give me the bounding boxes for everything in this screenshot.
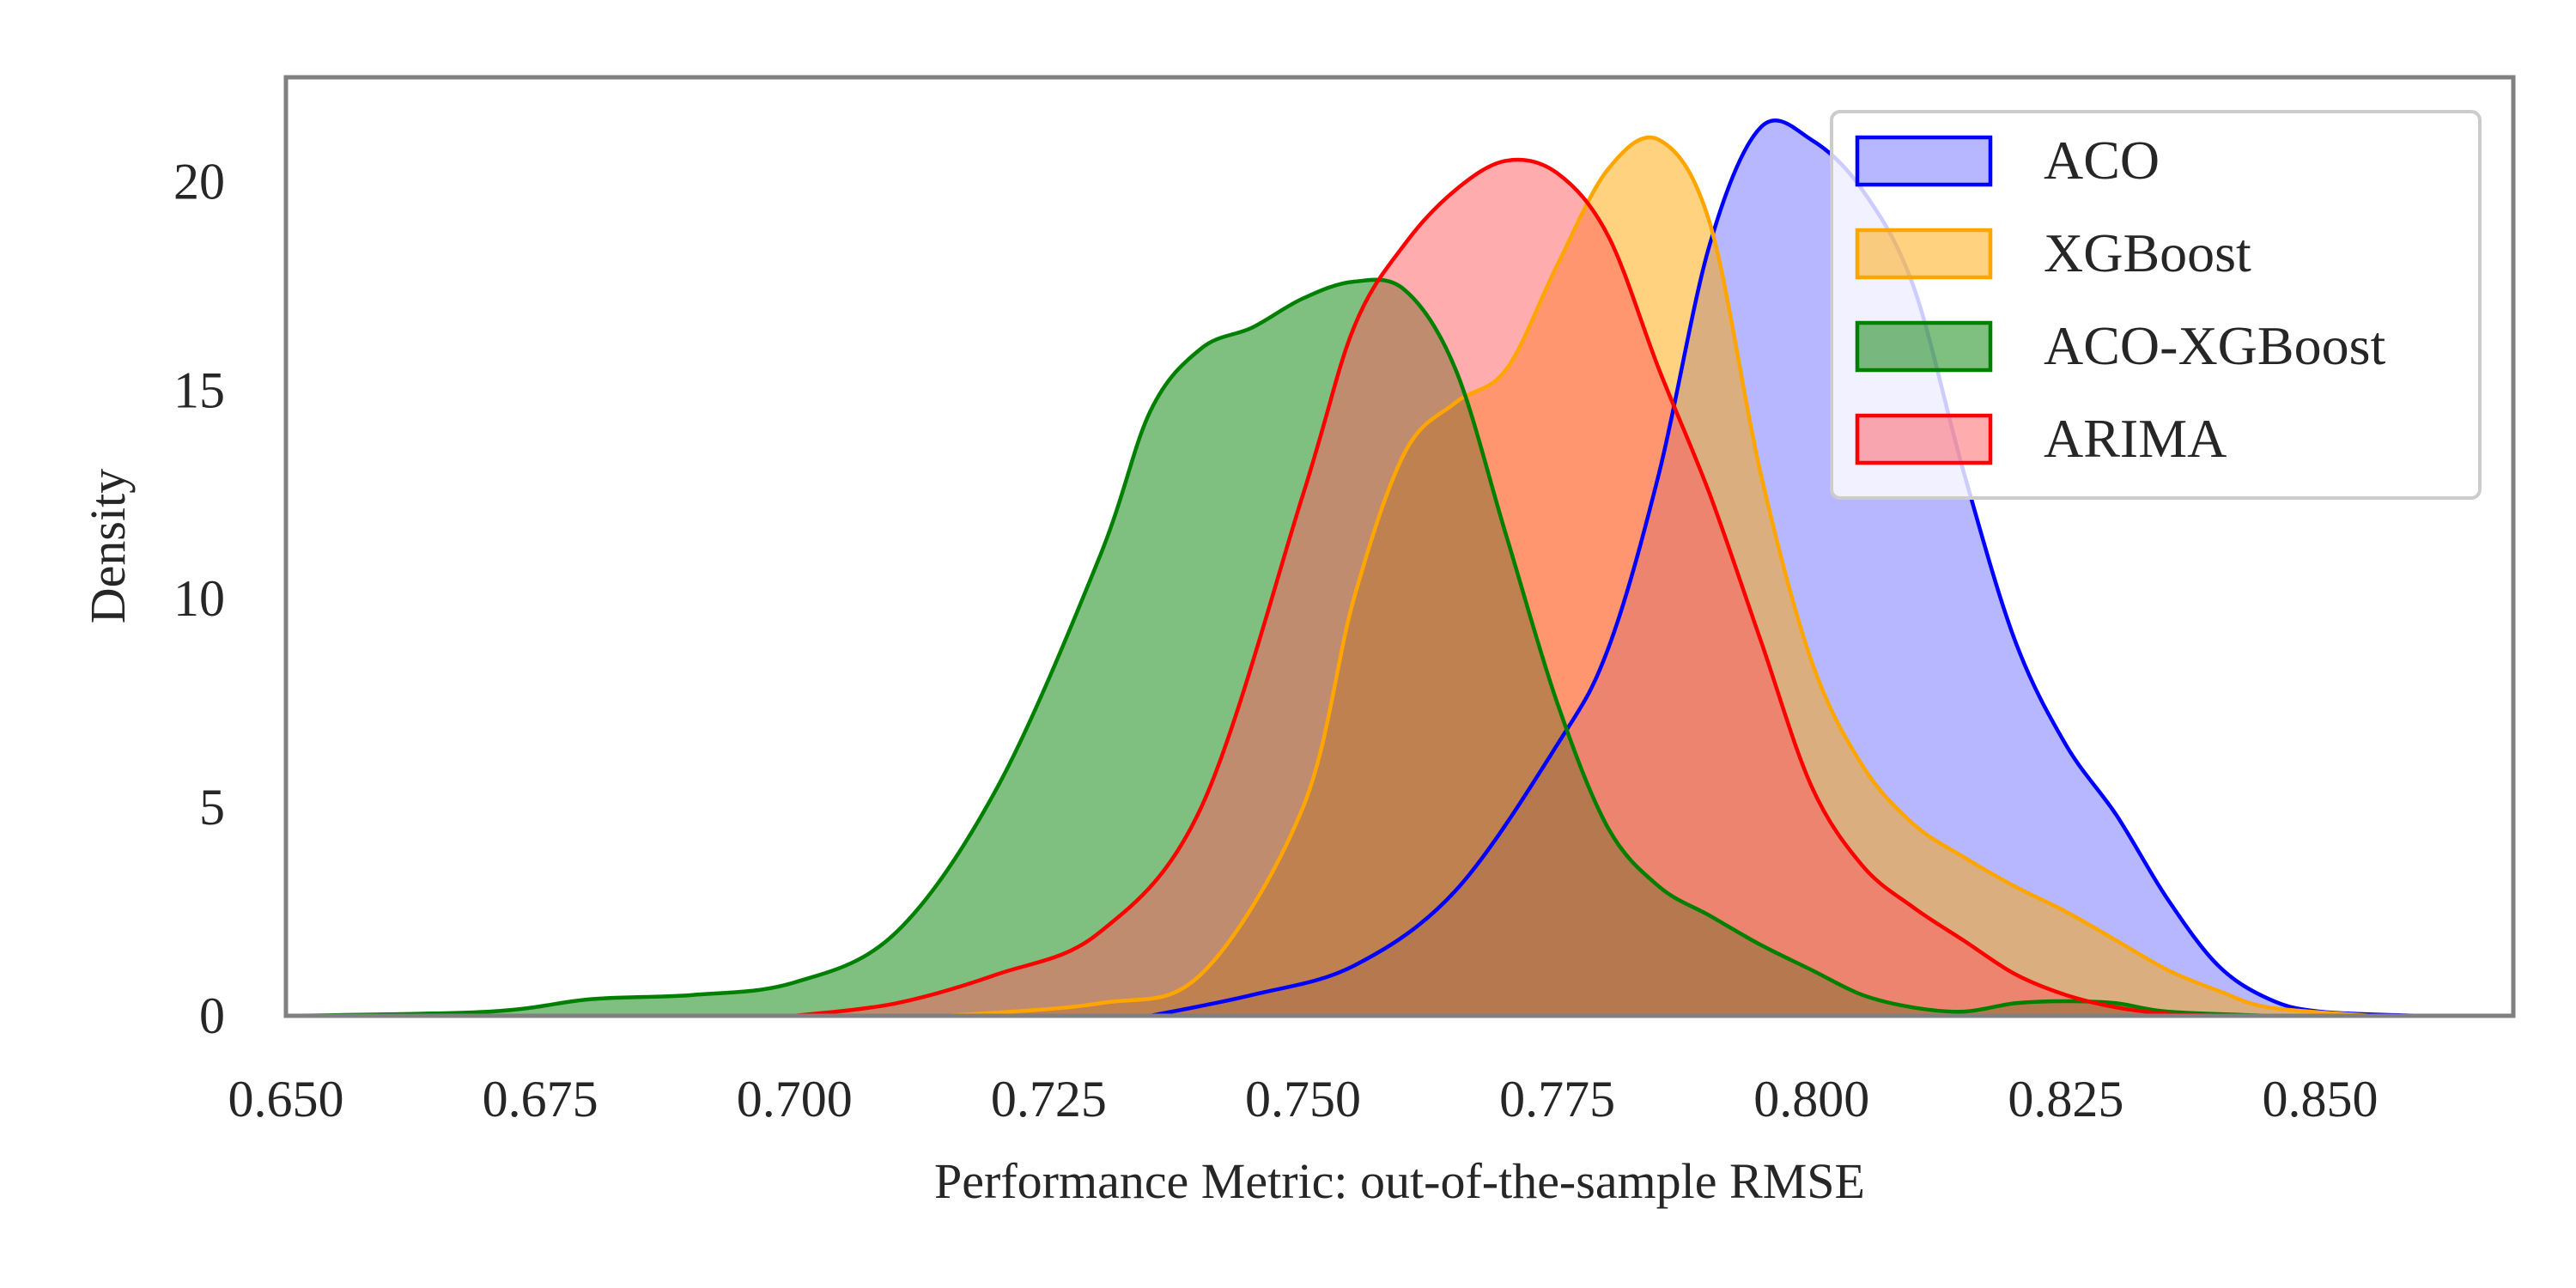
legend-label-aco: ACO — [2044, 130, 2160, 191]
y-tick-label: 15 — [173, 361, 225, 418]
x-tick-label: 0.800 — [1753, 1071, 1869, 1127]
plot-frame — [283, 75, 2516, 1018]
density-line-xgboost — [946, 135, 2372, 1016]
legend-swatch-arima — [1855, 413, 1993, 465]
y-axis-title: Density — [80, 469, 136, 623]
y-tick-label: 5 — [199, 779, 225, 835]
legend-swatch-xgboost — [1855, 228, 1993, 280]
series-fills — [286, 120, 2422, 1016]
x-tick-label: 0.775 — [1499, 1071, 1615, 1127]
density-line-arima — [793, 157, 2219, 1016]
x-tick-label: 0.675 — [483, 1071, 598, 1127]
legend: ACO XGBoost ACO-XGBoost ARIMA — [1830, 110, 2482, 500]
x-tick-label: 0.725 — [991, 1071, 1107, 1127]
y-tick-label: 20 — [173, 153, 225, 210]
legend-label-arima: ARIMA — [2044, 408, 2227, 469]
legend-swatch-aco — [1855, 135, 1993, 187]
legend-label-aco-xgboost: ACO-XGBoost — [2044, 315, 2385, 376]
x-tick-label: 0.825 — [2008, 1071, 2123, 1127]
density-area-aco — [1150, 120, 2422, 1016]
x-tick-label: 0.750 — [1245, 1071, 1361, 1127]
x-axis-title: Performance Metric: out-of-the-sample RM… — [934, 1153, 1865, 1209]
x-axis-ticks: 0.650 0.675 0.700 0.725 0.750 0.775 0.800 0.825… — [228, 1071, 2379, 1127]
density-line-aco-xgboost — [286, 277, 2269, 1016]
x-tick-label: 0.850 — [2262, 1071, 2378, 1127]
y-axis-ticks: 0 5 10 15 20 — [173, 153, 225, 1044]
x-tick-label: 0.700 — [737, 1071, 853, 1127]
x-tick-label: 0.650 — [228, 1071, 344, 1127]
legend-box — [1830, 110, 2482, 500]
legend-label-xgboost: XGBoost — [2044, 222, 2251, 283]
density-area-arima — [794, 160, 2219, 1016]
legend-swatch-aco-xgboost — [1855, 320, 1993, 373]
y-tick-label: 10 — [173, 570, 225, 627]
y-tick-label: 0 — [199, 987, 225, 1044]
